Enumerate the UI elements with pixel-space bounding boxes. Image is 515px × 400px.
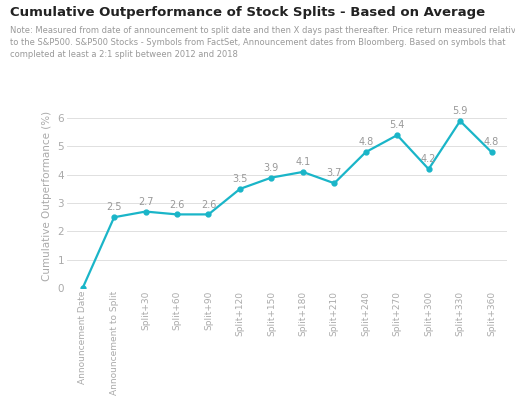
Text: 5.4: 5.4 <box>389 120 405 130</box>
Text: 4.8: 4.8 <box>358 137 373 147</box>
Text: Note: Measured from date of announcement to split date and then X days past ther: Note: Measured from date of announcement… <box>10 26 515 59</box>
Text: 3.7: 3.7 <box>327 168 342 178</box>
Text: 2.6: 2.6 <box>169 200 185 210</box>
Text: 2.7: 2.7 <box>138 197 153 207</box>
Text: 3.9: 3.9 <box>264 163 279 173</box>
Y-axis label: Cumulative Outperformance (%): Cumulative Outperformance (%) <box>42 111 52 281</box>
Text: 2.6: 2.6 <box>201 200 216 210</box>
Text: 5.9: 5.9 <box>452 106 468 116</box>
Text: 2.5: 2.5 <box>107 202 122 212</box>
Text: 4.8: 4.8 <box>484 137 499 147</box>
Text: 4.2: 4.2 <box>421 154 436 164</box>
Text: Cumulative Outperformance of Stock Splits - Based on Average: Cumulative Outperformance of Stock Split… <box>10 6 486 19</box>
Text: 3.5: 3.5 <box>232 174 248 184</box>
Text: 4.1: 4.1 <box>295 157 311 167</box>
